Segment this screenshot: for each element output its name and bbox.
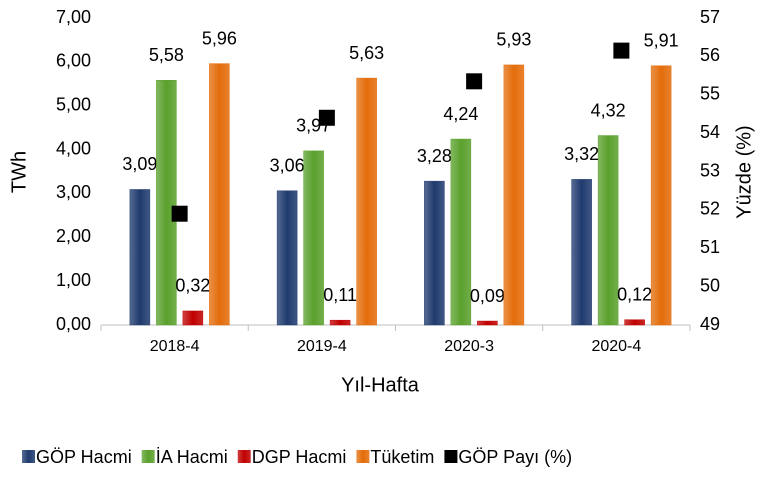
bar xyxy=(276,190,298,326)
scatter-point xyxy=(318,109,335,126)
data-label: 0,09 xyxy=(470,286,505,306)
bar xyxy=(156,80,177,326)
bar xyxy=(450,138,472,326)
x-tick-label: 2020-3 xyxy=(444,338,494,355)
bar xyxy=(624,319,645,326)
data-label: 5,96 xyxy=(202,28,237,48)
legend-label: DGP Hacmi xyxy=(252,447,347,467)
data-label: 5,58 xyxy=(149,45,184,65)
y2-tick-label: 55 xyxy=(700,84,720,104)
data-label: 3,06 xyxy=(270,156,305,176)
y2-tick-label: 53 xyxy=(700,160,720,180)
y2-tick-label: 54 xyxy=(700,122,720,142)
y-tick-label: 7,00 xyxy=(56,7,91,27)
bar xyxy=(597,135,619,326)
bar xyxy=(356,77,377,326)
bar xyxy=(650,65,672,326)
y2-tick-label: 57 xyxy=(700,7,720,27)
x-tick-label: 2018-4 xyxy=(150,338,200,355)
data-label: 5,63 xyxy=(349,43,384,63)
bar xyxy=(303,150,324,326)
data-label: 5,91 xyxy=(644,31,679,51)
y2-tick-label: 56 xyxy=(700,45,720,65)
data-label: 3,32 xyxy=(564,144,599,164)
y2-tick-label: 52 xyxy=(700,199,720,219)
data-label: 3,28 xyxy=(417,146,452,166)
data-label: 5,93 xyxy=(496,30,531,50)
legend-swatch xyxy=(444,450,458,463)
y2-tick-label: 49 xyxy=(700,314,720,334)
x-tick-label: 2019-4 xyxy=(297,338,347,355)
y-tick-label: 5,00 xyxy=(56,94,91,114)
scatter-point xyxy=(613,42,630,59)
bar xyxy=(129,189,151,326)
legend-swatch xyxy=(356,450,370,463)
legend-label: GÖP Payı (%) xyxy=(458,447,572,467)
y-tick-label: 1,00 xyxy=(56,270,91,290)
legend-label: GÖP Hacmi xyxy=(36,447,132,467)
y2-tick-label: 50 xyxy=(700,275,720,295)
y2-axis-title: Yüzde (%) xyxy=(733,125,755,218)
data-label: 4,32 xyxy=(591,100,626,120)
bar xyxy=(182,310,204,326)
y-axis-title: TWh xyxy=(8,151,30,193)
legend: GÖP Hacmi İA Hacmi DGP Hacmi Tüketim GÖP Pay… xyxy=(22,447,572,467)
scatter-point xyxy=(466,73,483,90)
legend-swatch xyxy=(141,450,155,463)
legend-swatch xyxy=(22,450,35,463)
legend-swatch xyxy=(237,450,251,463)
bar xyxy=(477,320,498,326)
bar xyxy=(571,179,592,326)
legend-label: Tüketim xyxy=(370,447,434,467)
x-axis-title: Yıl-Hafta xyxy=(341,374,420,396)
data-label: 4,24 xyxy=(443,104,478,124)
y2-tick-label: 51 xyxy=(700,237,720,257)
y-tick-label: 2,00 xyxy=(56,226,91,246)
data-label: 3,09 xyxy=(122,154,157,174)
data-label: 0,32 xyxy=(175,276,210,296)
bar xyxy=(503,64,525,326)
y-tick-label: 3,00 xyxy=(56,182,91,202)
data-label: 0,12 xyxy=(617,284,652,304)
y-tick-label: 4,00 xyxy=(56,138,91,158)
bar xyxy=(329,319,351,326)
bar xyxy=(209,63,230,326)
scatter-point xyxy=(171,205,188,222)
data-label: 0,11 xyxy=(323,285,357,305)
legend-label: İA Hacmi xyxy=(156,447,228,467)
y-tick-label: 6,00 xyxy=(56,51,91,71)
y-tick-label: 0,00 xyxy=(56,314,91,334)
x-tick-label: 2020-4 xyxy=(591,338,641,355)
bar xyxy=(424,180,445,326)
